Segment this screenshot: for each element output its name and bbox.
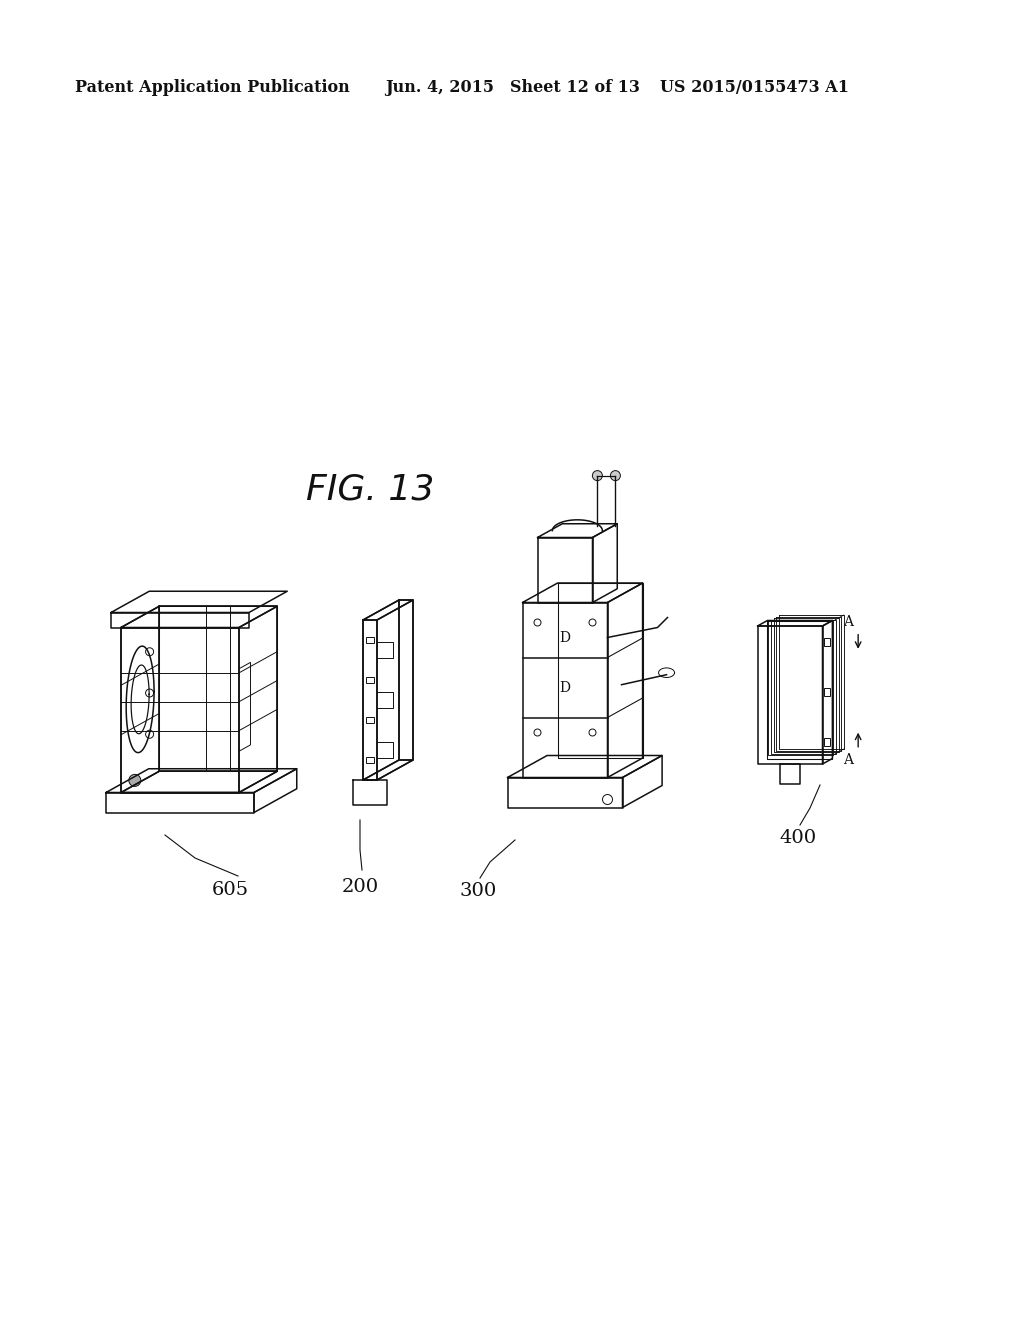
Text: US 2015/0155473 A1: US 2015/0155473 A1 (660, 79, 849, 96)
Text: Patent Application Publication: Patent Application Publication (75, 79, 350, 96)
Text: FIG. 13: FIG. 13 (306, 473, 434, 507)
Text: D: D (559, 681, 570, 694)
Bar (366, 638, 374, 643)
Text: D: D (559, 631, 570, 644)
Text: Jun. 4, 2015: Jun. 4, 2015 (385, 79, 494, 96)
Bar (366, 677, 374, 682)
Text: 200: 200 (341, 878, 379, 896)
Circle shape (592, 471, 602, 480)
Bar (824, 639, 830, 647)
Text: A: A (843, 752, 853, 767)
Bar (824, 738, 830, 746)
Text: A: A (843, 615, 853, 628)
Text: 605: 605 (211, 880, 249, 899)
Bar (824, 688, 830, 696)
Text: 400: 400 (779, 829, 816, 847)
Text: Sheet 12 of 13: Sheet 12 of 13 (510, 79, 640, 96)
Circle shape (129, 775, 141, 787)
Text: 300: 300 (460, 882, 497, 900)
Bar (366, 717, 374, 723)
Bar (366, 756, 374, 763)
Circle shape (610, 471, 621, 480)
